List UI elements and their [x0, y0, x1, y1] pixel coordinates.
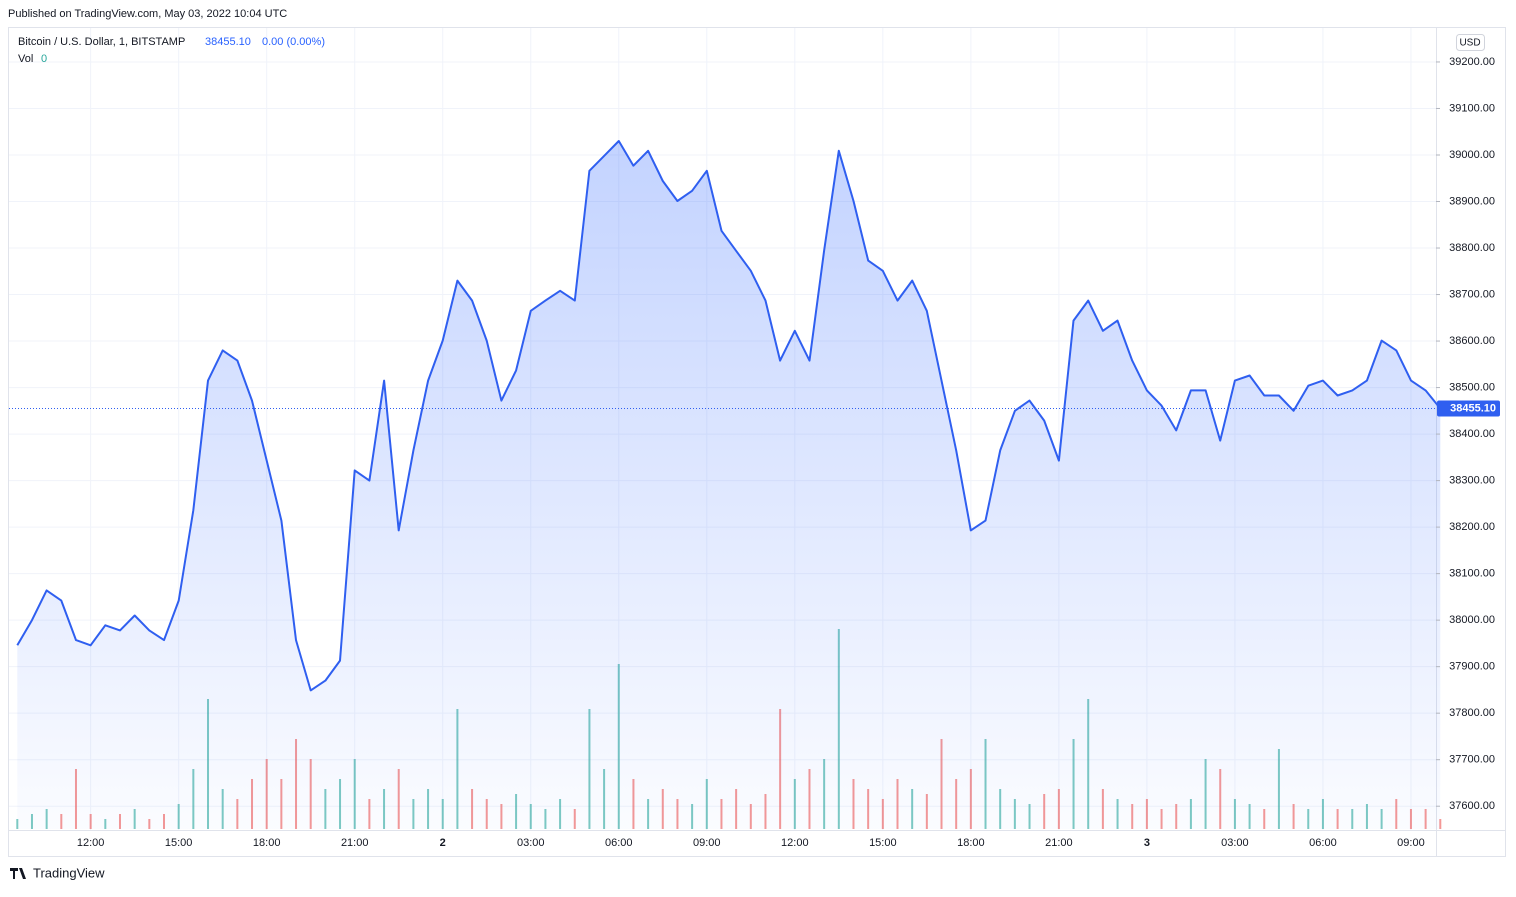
- y-tick-label: 38500.00: [1449, 381, 1495, 393]
- vol-label: Vol: [18, 53, 33, 65]
- x-tick-label: 2: [440, 837, 446, 849]
- symbol: Bitcoin / U.S. Dollar, 1, BITSTAMP: [18, 36, 185, 48]
- x-tick-label: 12:00: [781, 837, 809, 849]
- currency[interactable]: USD: [1459, 38, 1480, 49]
- y-tick-label: 37800.00: [1449, 707, 1495, 719]
- price: 38455.10: [205, 36, 251, 48]
- y-tick-label: 37700.00: [1449, 754, 1495, 766]
- y-tick-label: 38300.00: [1449, 475, 1495, 487]
- x-tick-label: 21:00: [341, 837, 369, 849]
- y-tick-label: 38400.00: [1449, 428, 1495, 440]
- y-tick-label: 39100.00: [1449, 102, 1495, 114]
- x-tick-label: 09:00: [1397, 837, 1425, 849]
- x-tick-label: 15:00: [165, 837, 193, 849]
- vol-value: 0: [41, 53, 47, 65]
- y-tick-label: 38100.00: [1449, 568, 1495, 580]
- x-tick-label: 21:00: [1045, 837, 1073, 849]
- y-tick-label: 39200.00: [1449, 56, 1495, 68]
- x-tick-label: 06:00: [1309, 837, 1337, 849]
- x-tick-label: 09:00: [693, 837, 721, 849]
- price-line: [16, 140, 1442, 692]
- axes: 37600.00 37700.00 37800.00 37900.00 38000.00…: [77, 56, 1500, 849]
- footer: TradingView: [33, 865, 105, 880]
- last-price-label: 38455.10: [1450, 402, 1496, 414]
- y-tick-label: 39000.00: [1449, 149, 1495, 161]
- x-tick-label: 18:00: [253, 837, 281, 849]
- y-tick-label: 37600.00: [1449, 800, 1495, 812]
- y-tick-label: 38200.00: [1449, 521, 1495, 533]
- y-tick-label: 38000.00: [1449, 614, 1495, 626]
- change: 0.00 (0.00%): [262, 36, 325, 48]
- y-tick-label: 38700.00: [1449, 288, 1495, 300]
- x-tick-label: 06:00: [605, 837, 633, 849]
- logo: [10, 868, 26, 879]
- x-tick-label: 18:00: [957, 837, 985, 849]
- plot: [9, 140, 1442, 829]
- area-fill: [17, 141, 1441, 829]
- x-tick-label: 12:00: [77, 837, 105, 849]
- y-tick-label: 38900.00: [1449, 195, 1495, 207]
- x-tick-label: 03:00: [517, 837, 545, 849]
- currency-box[interactable]: [1456, 34, 1485, 51]
- frame: [8, 27, 1506, 857]
- y-tick-label: 38800.00: [1449, 242, 1495, 254]
- last-price-tag: [1437, 400, 1500, 417]
- x-tick-label: 3: [1144, 837, 1150, 849]
- published: Published on TradingView.com, May 03, 20…: [8, 8, 287, 20]
- x-tick-label: 15:00: [869, 837, 897, 849]
- x-tick-label: 03:00: [1221, 837, 1249, 849]
- y-tick-label: 37900.00: [1449, 661, 1495, 673]
- y-tick-label: 38600.00: [1449, 335, 1495, 347]
